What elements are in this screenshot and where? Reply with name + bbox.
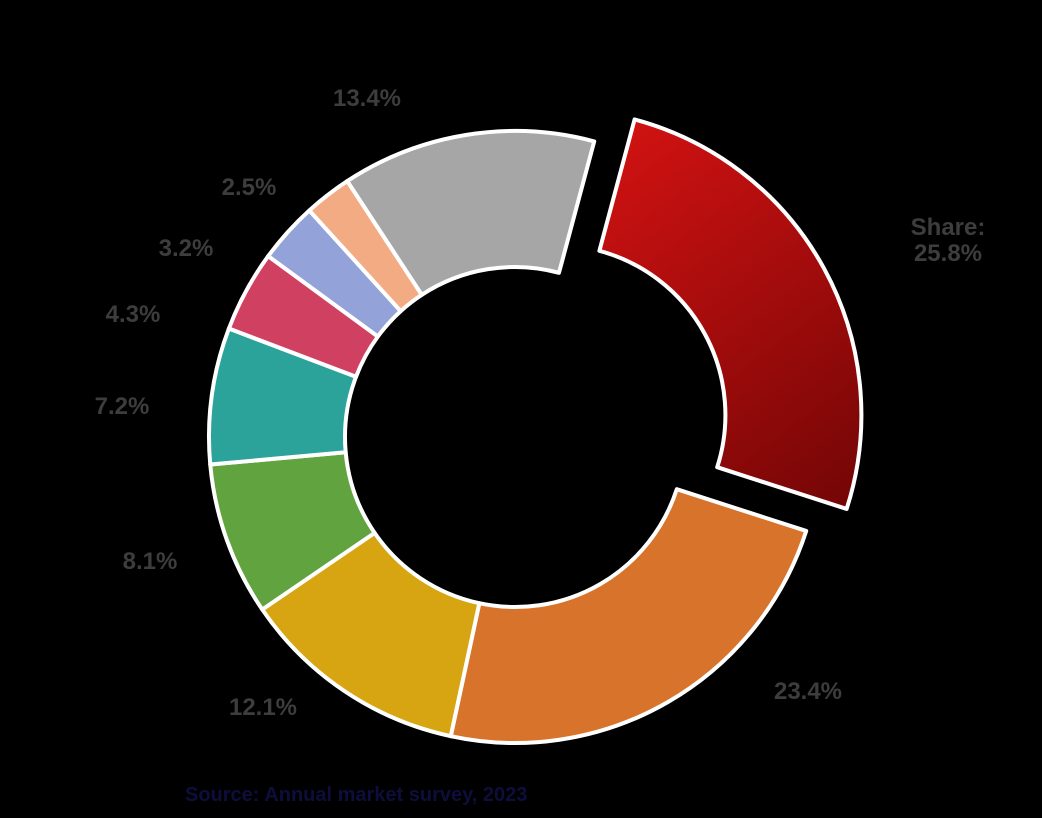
slice-red-exploded <box>597 117 864 511</box>
slice-label-peach: 2.5% <box>221 174 277 202</box>
slice-label-periwinkle: 3.2% <box>158 235 214 263</box>
slice-label-gray: 13.4% <box>332 85 402 113</box>
slice-label-red-exploded: Share: 25.8% <box>910 214 986 267</box>
slice-label-teal: 7.2% <box>94 393 150 421</box>
slice-gray <box>345 129 597 297</box>
slice-orange <box>448 487 809 745</box>
slice-label-green: 8.1% <box>122 548 178 576</box>
slice-gold <box>260 530 482 739</box>
slice-label-gold: 12.1% <box>228 694 298 722</box>
slice-label-orange: 23.4% <box>773 678 843 706</box>
source-caption-link[interactable]: Source: Annual market survey, 2023 <box>185 784 528 806</box>
slice-label-crimson: 4.3% <box>105 301 161 329</box>
slice-green <box>208 450 377 612</box>
